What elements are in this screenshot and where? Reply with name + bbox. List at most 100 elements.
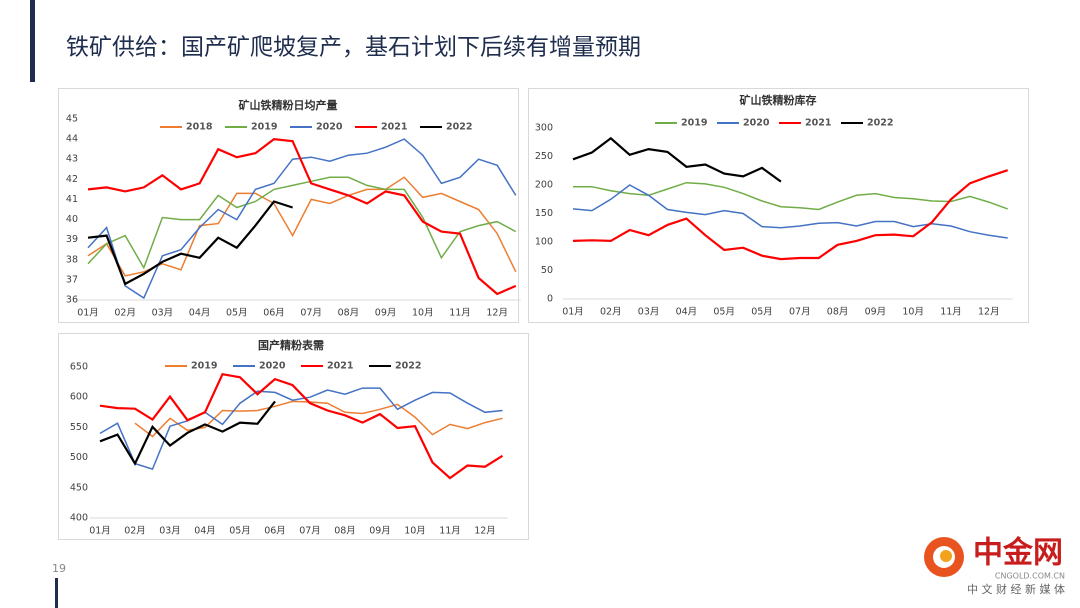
- logo-url: CNGOLD.COM.CN: [995, 572, 1065, 581]
- x-tick-label: 05月: [713, 307, 735, 318]
- legend-label: 2021: [327, 361, 353, 372]
- series-line: [99, 387, 503, 471]
- x-tick-label: 02月: [600, 307, 622, 318]
- x-tick-label: 09月: [865, 307, 887, 318]
- series-line: [99, 372, 504, 480]
- x-tick-label: 05月: [751, 307, 773, 318]
- logo: 中金网 CNGOLD.COM.CN 中 文 财 经 新 媒 体: [924, 536, 1065, 596]
- series-line: [572, 184, 1008, 239]
- x-tick-label: 09月: [375, 308, 397, 319]
- x-tick-label: 08月: [827, 307, 849, 318]
- x-tick-label: 12月: [474, 526, 496, 537]
- x-tick-label: 03月: [638, 307, 660, 318]
- x-tick-label: 03月: [159, 526, 181, 537]
- y-tick-label: 37: [66, 274, 78, 285]
- x-tick-label: 01月: [562, 307, 584, 318]
- y-tick-label: 100: [535, 237, 553, 248]
- legend-label: 2022: [867, 118, 893, 129]
- chart-title: 矿山铁精粉库存: [740, 93, 817, 107]
- x-tick-label: 06月: [263, 308, 285, 319]
- y-tick-label: 44: [66, 134, 78, 145]
- y-tick-label: 200: [535, 180, 553, 191]
- x-tick-label: 03月: [152, 308, 174, 319]
- legend-label: 2021: [805, 118, 831, 129]
- legend-label: 2018: [186, 122, 213, 133]
- x-tick-label: 05月: [226, 308, 248, 319]
- y-tick-label: 45: [66, 114, 78, 125]
- y-tick-label: 0: [547, 294, 553, 305]
- page-bar: [55, 578, 58, 608]
- legend-label: 2022: [395, 361, 421, 372]
- y-tick-label: 400: [70, 513, 88, 524]
- x-tick-label: 09月: [369, 526, 391, 537]
- y-tick-label: 500: [70, 452, 88, 463]
- chart-frame: [528, 88, 1029, 323]
- legend-label: 2020: [743, 118, 770, 129]
- logo-name: 中金网: [973, 536, 1063, 571]
- y-tick-label: 300: [535, 123, 553, 134]
- x-tick-label: 11月: [940, 307, 962, 318]
- y-tick-label: 50: [541, 265, 553, 276]
- x-tick-label: 12月: [978, 307, 1000, 318]
- x-tick-label: 11月: [439, 526, 461, 537]
- x-tick-label: 04月: [189, 308, 211, 319]
- x-tick-label: 01月: [89, 526, 111, 537]
- y-tick-label: 550: [70, 422, 88, 433]
- page-number: 19: [52, 562, 66, 575]
- series-line: [87, 176, 517, 270]
- x-tick-label: 10月: [412, 308, 434, 319]
- y-tick-label: 40: [66, 214, 78, 225]
- x-tick-label: 08月: [334, 526, 356, 537]
- y-tick-label: 39: [66, 234, 78, 245]
- y-tick-label: 650: [70, 362, 88, 373]
- series-line: [572, 169, 1009, 261]
- series-line: [572, 136, 782, 183]
- y-tick-label: 250: [535, 151, 553, 162]
- x-tick-label: 10月: [404, 526, 426, 537]
- chart-title: 矿山铁精粉日均产量: [239, 98, 338, 112]
- x-tick-label: 05月: [229, 526, 251, 537]
- x-tick-label: 01月: [77, 308, 99, 319]
- chart-title: 国产精粉表需: [258, 338, 324, 352]
- slide-title: 铁矿供给：国产矿爬坡复产，基石计划下后续有增量预期: [66, 35, 641, 61]
- x-tick-label: 07月: [299, 526, 321, 537]
- y-tick-label: 36: [66, 295, 78, 306]
- y-tick-label: 600: [70, 392, 88, 403]
- series-line: [99, 400, 276, 466]
- x-tick-label: 02月: [114, 308, 136, 319]
- y-tick-label: 450: [70, 482, 88, 493]
- legend-label: 2019: [681, 118, 707, 129]
- legend-label: 2019: [191, 361, 217, 372]
- x-tick-label: 02月: [124, 526, 146, 537]
- series-line: [87, 176, 517, 277]
- x-tick-label: 07月: [300, 308, 322, 319]
- series-line: [87, 137, 517, 296]
- x-tick-label: 11月: [449, 308, 471, 319]
- y-tick-label: 41: [66, 194, 78, 205]
- legend-label: 2020: [316, 122, 343, 133]
- y-tick-label: 150: [535, 208, 553, 219]
- series-line: [573, 181, 1008, 211]
- legend-label: 2019: [251, 122, 277, 133]
- legend-label: 2021: [381, 122, 407, 133]
- series-line: [87, 200, 293, 286]
- title-bar: [30, 0, 35, 82]
- chart-frame: [58, 88, 519, 323]
- y-tick-label: 42: [66, 174, 78, 185]
- x-tick-label: 06月: [264, 526, 286, 537]
- chart-frame: [58, 333, 529, 540]
- legend-label: 2020: [259, 361, 286, 372]
- logo-tagline: 中 文 财 经 新 媒 体: [967, 582, 1065, 596]
- y-tick-label: 38: [66, 254, 78, 265]
- x-tick-label: 04月: [676, 307, 698, 318]
- x-tick-label: 04月: [194, 526, 216, 537]
- x-tick-label: 12月: [486, 308, 508, 319]
- y-tick-label: 43: [66, 154, 78, 165]
- x-tick-label: 07月: [789, 307, 811, 318]
- legend-label: 2022: [446, 122, 472, 133]
- logo-icon-core: [940, 550, 952, 562]
- x-tick-label: 08月: [338, 308, 360, 319]
- x-tick-label: 10月: [902, 307, 924, 318]
